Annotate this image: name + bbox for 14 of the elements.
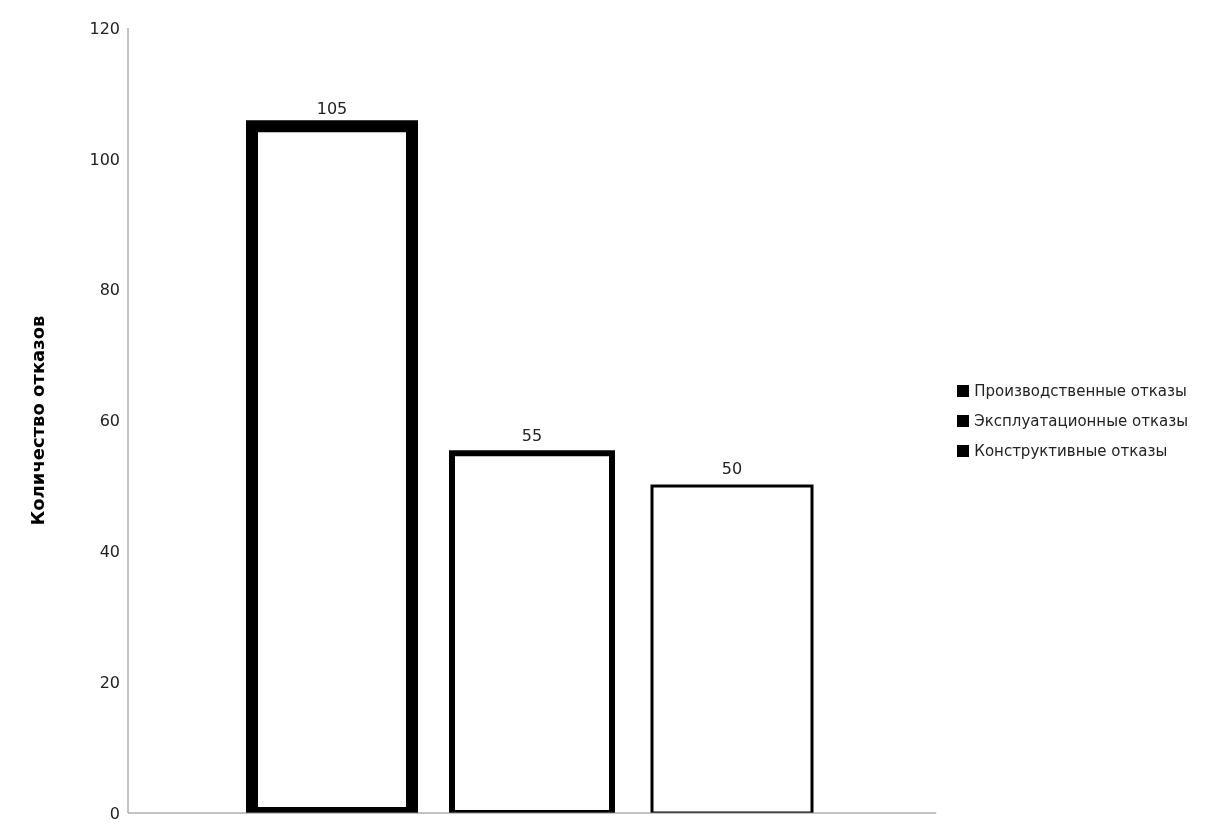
legend-label: Эксплуатационные отказы xyxy=(974,411,1188,430)
y-tick-label: 20 xyxy=(99,672,120,692)
y-tick-label: 100 xyxy=(89,149,120,169)
y-axis-title: Количество отказов xyxy=(27,315,49,526)
data-label: 55 xyxy=(521,426,543,446)
y-tick-label: 60 xyxy=(99,411,120,431)
y-tick-label: 120 xyxy=(89,18,120,38)
y-tick-label: 0 xyxy=(109,803,120,823)
y-tick-label: 80 xyxy=(99,280,120,300)
legend-label: Производственные отказы xyxy=(974,381,1187,400)
data-label: 50 xyxy=(721,458,743,478)
legend-label: Конструктивные отказы xyxy=(974,441,1168,460)
data-label: 105 xyxy=(316,99,348,119)
y-tick-label: 40 xyxy=(99,542,120,562)
